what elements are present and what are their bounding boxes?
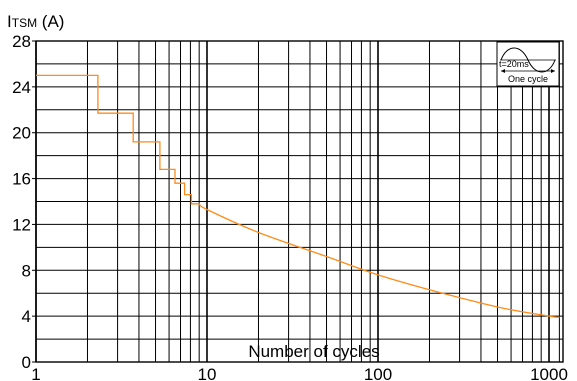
series-layer <box>36 74 560 318</box>
plot-frame <box>32 40 564 363</box>
surge-step-line <box>36 74 200 205</box>
surge-decay-curve <box>198 203 560 318</box>
x-tick-label: 100 <box>364 365 392 381</box>
y-tick-label: 24 <box>12 78 31 97</box>
x-tick-label: 10 <box>198 365 217 381</box>
tick-labels: 0 4 8 12 16 20 24 28 1 10 100 1000 <box>12 32 568 381</box>
inset-cycle-label: One cycle <box>508 74 548 84</box>
x-tick-label: 1000 <box>530 365 568 381</box>
y-tick-label: 4 <box>22 307 31 326</box>
inset-period-label: t=20ms <box>499 59 529 69</box>
y-tick-label: 12 <box>12 215 31 234</box>
inset-box <box>496 41 560 87</box>
y-axis-title: ITSM (A) <box>7 12 64 31</box>
sine-wave-icon <box>500 47 556 73</box>
y-tick-label: 8 <box>22 261 31 280</box>
y-tick-label: 0 <box>22 353 31 372</box>
y-tick-label: 16 <box>12 170 31 189</box>
y-tick-label: 28 <box>12 32 31 51</box>
x-tick-label: 1 <box>31 365 40 381</box>
one-cycle-inset: t=20ms One cycle <box>496 41 560 87</box>
x-axis-title: Number of cycles <box>248 342 379 361</box>
plot-border <box>35 40 564 363</box>
chart-grid <box>35 40 563 363</box>
y-tick-label: 20 <box>12 124 31 143</box>
